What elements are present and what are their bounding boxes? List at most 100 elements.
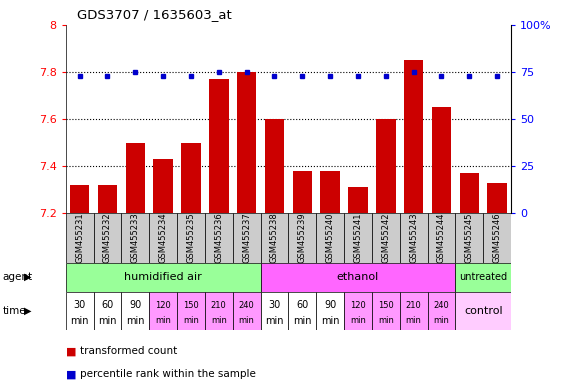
Bar xyxy=(456,213,483,263)
Text: control: control xyxy=(464,306,502,316)
Bar xyxy=(98,185,117,213)
Bar xyxy=(400,213,428,263)
Bar xyxy=(149,213,177,263)
Text: GSM455239: GSM455239 xyxy=(297,213,307,263)
Bar xyxy=(177,213,205,263)
Text: transformed count: transformed count xyxy=(80,346,177,356)
Bar xyxy=(456,292,511,330)
Text: 210: 210 xyxy=(406,301,421,310)
Text: min: min xyxy=(378,316,394,325)
Bar xyxy=(292,171,312,213)
Text: min: min xyxy=(293,316,312,326)
Text: GSM455235: GSM455235 xyxy=(186,213,195,263)
Bar xyxy=(233,292,260,330)
Text: 30: 30 xyxy=(268,300,280,310)
Text: ▶: ▶ xyxy=(24,306,31,316)
Bar xyxy=(149,292,177,330)
Bar xyxy=(488,182,507,213)
Text: GSM455243: GSM455243 xyxy=(409,213,418,263)
Text: 240: 240 xyxy=(433,301,449,310)
Text: 150: 150 xyxy=(183,301,199,310)
Text: GSM455241: GSM455241 xyxy=(353,213,363,263)
Text: 120: 120 xyxy=(350,301,366,310)
Text: min: min xyxy=(350,316,366,325)
Bar xyxy=(376,119,396,213)
Text: 150: 150 xyxy=(378,301,393,310)
Text: min: min xyxy=(239,316,255,325)
Bar xyxy=(66,263,260,292)
Text: 240: 240 xyxy=(239,301,255,310)
Bar xyxy=(66,213,94,263)
Text: 210: 210 xyxy=(211,301,227,310)
Text: ■: ■ xyxy=(66,346,76,356)
Text: GSM455242: GSM455242 xyxy=(381,213,391,263)
Bar xyxy=(404,60,423,213)
Bar xyxy=(181,142,200,213)
Bar xyxy=(344,213,372,263)
Bar xyxy=(456,263,511,292)
Bar xyxy=(288,213,316,263)
Text: 60: 60 xyxy=(296,300,308,310)
Bar xyxy=(260,292,288,330)
Bar xyxy=(372,213,400,263)
Bar xyxy=(154,159,173,213)
Bar xyxy=(428,213,456,263)
Text: min: min xyxy=(98,316,116,326)
Bar xyxy=(94,292,122,330)
Text: time: time xyxy=(3,306,26,316)
Text: GSM455234: GSM455234 xyxy=(159,213,168,263)
Bar xyxy=(260,263,456,292)
Text: min: min xyxy=(70,316,89,326)
Text: GSM455236: GSM455236 xyxy=(214,213,223,263)
Text: ethanol: ethanol xyxy=(337,272,379,283)
Bar xyxy=(233,213,260,263)
Text: 30: 30 xyxy=(74,300,86,310)
Text: min: min xyxy=(265,316,284,326)
Bar xyxy=(177,292,205,330)
Text: GSM455231: GSM455231 xyxy=(75,213,84,263)
Bar xyxy=(237,72,256,213)
Text: GSM455240: GSM455240 xyxy=(325,213,335,263)
Text: 90: 90 xyxy=(129,300,142,310)
Text: 60: 60 xyxy=(101,300,114,310)
Bar xyxy=(126,142,145,213)
Bar xyxy=(66,292,94,330)
Bar xyxy=(288,292,316,330)
Bar xyxy=(70,185,89,213)
Text: 120: 120 xyxy=(155,301,171,310)
Bar xyxy=(122,292,149,330)
Bar xyxy=(428,292,456,330)
Bar xyxy=(205,292,233,330)
Text: GSM455245: GSM455245 xyxy=(465,213,474,263)
Bar xyxy=(205,213,233,263)
Text: untreated: untreated xyxy=(459,272,507,283)
Bar xyxy=(483,213,511,263)
Bar xyxy=(400,292,428,330)
Text: GSM455246: GSM455246 xyxy=(493,213,502,263)
Bar xyxy=(94,213,122,263)
Bar xyxy=(209,79,228,213)
Text: min: min xyxy=(405,316,421,325)
Text: GSM455244: GSM455244 xyxy=(437,213,446,263)
Text: agent: agent xyxy=(3,272,33,282)
Text: GSM455237: GSM455237 xyxy=(242,213,251,263)
Bar xyxy=(432,107,451,213)
Text: GSM455238: GSM455238 xyxy=(270,213,279,263)
Text: GDS3707 / 1635603_at: GDS3707 / 1635603_at xyxy=(77,8,232,21)
Bar xyxy=(348,187,368,213)
Bar xyxy=(122,213,149,263)
Bar xyxy=(372,292,400,330)
Text: humidified air: humidified air xyxy=(124,272,202,283)
Bar xyxy=(265,119,284,213)
Text: min: min xyxy=(321,316,339,326)
Text: percentile rank within the sample: percentile rank within the sample xyxy=(80,369,256,379)
Text: GSM455232: GSM455232 xyxy=(103,213,112,263)
Bar xyxy=(316,213,344,263)
Text: ▶: ▶ xyxy=(24,272,31,282)
Text: min: min xyxy=(155,316,171,325)
Bar xyxy=(316,292,344,330)
Bar xyxy=(260,213,288,263)
Text: min: min xyxy=(126,316,144,326)
Bar xyxy=(344,292,372,330)
Bar xyxy=(320,171,340,213)
